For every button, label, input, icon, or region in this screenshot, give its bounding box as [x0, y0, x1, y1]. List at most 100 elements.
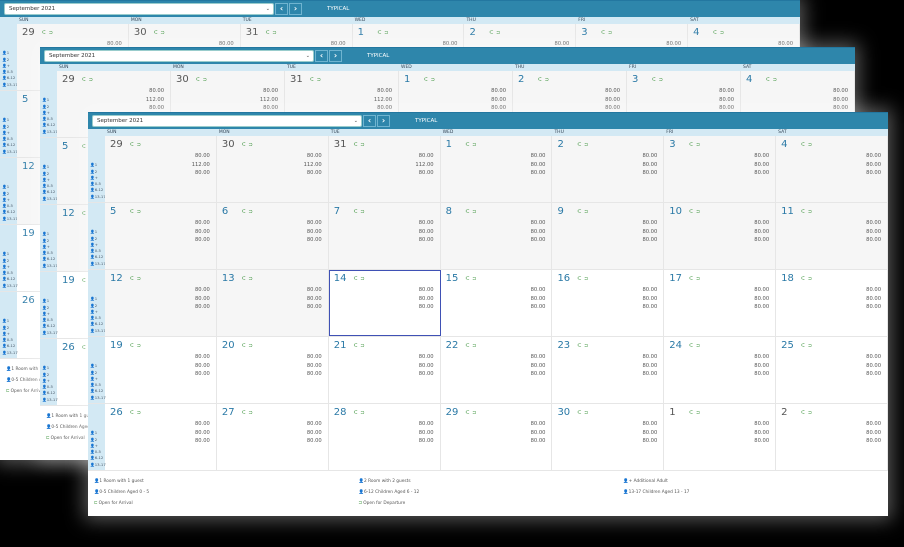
price: 80.00	[306, 237, 322, 243]
price: 80.00	[195, 295, 210, 302]
day-cell[interactable]: 17 ⮈ ⮊ 80.00 80.00 80.00	[664, 270, 777, 336]
next-month-button[interactable]: ›	[289, 3, 302, 15]
departure-icon: ⮊	[248, 208, 253, 215]
legend-text: Room with 1 guest	[15, 367, 56, 372]
day-cell[interactable]: 2 ⮈ ⮊ 80.00 80.00 80.00	[776, 404, 888, 470]
week-row: 👤1👤2👤+👤0-5👤6-12👤13-17 5 ⮈ ⮊ 80.00 80.00 80…	[88, 203, 888, 270]
departure-icon: ⮊	[472, 141, 477, 148]
day-cell[interactable]: 11 ⮈ ⮊ 80.00 80.00 80.00	[776, 203, 888, 269]
row-legend: 👤1 👤2 👤+ 👤0-5 👤6-12 👤13-17	[0, 158, 18, 224]
price: 80.00	[642, 371, 658, 377]
price: 80.00	[530, 237, 546, 243]
price: 80.00	[642, 237, 658, 243]
day-number: 19	[22, 228, 35, 239]
day-number: 2	[557, 139, 564, 150]
day-number: 31	[333, 139, 347, 150]
legend-icon: 👤0-5	[6, 378, 19, 383]
day-cell[interactable]: 12 ⮈ ⮊ 80.00 80.00 80.00	[105, 270, 217, 336]
day-cell[interactable]: 21 ⮈ ⮊ 80.00 80.00 80.00	[329, 337, 441, 403]
day-cell[interactable]: 13 ⮈ ⮊ 80.00 80.00 80.00	[216, 270, 329, 336]
price: 80.00	[642, 421, 658, 427]
price: 80.00	[719, 88, 734, 94]
price: 80.00	[754, 220, 770, 226]
arrival-icon: ⮈	[241, 141, 246, 148]
day-cell[interactable]: 1 ⮈ ⮊ 80.00 80.00 80.00	[664, 404, 777, 470]
guest-type-icon: 👤6-12	[90, 455, 104, 461]
day-cell[interactable]: 7 ⮈ ⮊ 80.00 80.00 80.00	[328, 203, 441, 269]
weekday-sat: SAT	[743, 65, 752, 70]
day-number: 9	[557, 206, 564, 217]
arrival-icon: ⮈	[465, 275, 470, 282]
day-cell[interactable]: 8 ⮈ ⮊ 80.00 80.00 80.00	[440, 203, 553, 269]
day-cell[interactable]: 1 ⮈ ⮊ 80.00 80.00 80.00	[440, 136, 553, 202]
month-select[interactable]: September 2021 ⌄	[44, 50, 314, 62]
day-cell[interactable]: 18 ⮈ ⮊ 80.00 80.00 80.00	[776, 270, 888, 336]
guest-type-icon: 👤+	[42, 243, 50, 249]
guest-type-icon: 👤0-5	[90, 248, 101, 254]
day-cell[interactable]: 31 ⮈ ⮊ 80.00 112.00 80.00	[328, 136, 441, 202]
price: 80.00	[866, 220, 882, 226]
day-number: 5	[62, 141, 69, 152]
calendar-window-front: September 2021 ⌄ ‹ › TYPICAL SUN MON TUE WED…	[88, 112, 888, 516]
departure-icon: ⮊	[430, 76, 435, 83]
month-select[interactable]: September 2021 ⌄	[92, 115, 362, 127]
typical-label[interactable]: TYPICAL	[415, 118, 438, 124]
day-cell[interactable]: 24 ⮈ ⮊ 80.00 80.00 80.00	[664, 337, 777, 403]
legend-item: ⮈ Open for Arrival	[6, 389, 271, 394]
day-cell[interactable]: 29 ⮈ ⮊ 80.00 80.00 80.00	[441, 404, 553, 470]
arrival-icon: ⮈	[601, 29, 606, 36]
departure-icon: ⮊	[696, 141, 700, 148]
guest-type-icon: 👤6-12	[90, 321, 104, 327]
day-cell[interactable]: 19 ⮈ ⮊ 80.00 80.00 80.00	[105, 337, 217, 403]
typical-label[interactable]: TYPICAL	[327, 6, 350, 12]
month-select[interactable]: September 2021 ⌄	[4, 3, 274, 15]
day-cell[interactable]: 26 ⮈ ⮊ 80.00 80.00 80.00	[105, 404, 217, 470]
day-cell[interactable]: 25 ⮈ ⮊ 80.00 80.00 80.00	[776, 337, 888, 403]
day-cell[interactable]: 29 ⮈ ⮊ 80.00 112.00 80.00	[105, 136, 217, 202]
price: 80.00	[418, 170, 434, 176]
day-cell[interactable]: 9 ⮈ ⮊ 80.00 80.00 80.00	[552, 203, 665, 269]
day-number: 4	[781, 139, 788, 150]
day-cell[interactable]: 14 ⮈ ⮊ 80.00 80.00 80.00	[328, 270, 441, 336]
day-cell[interactable]: 27 ⮈ ⮊ 80.00 80.00 80.00	[217, 404, 329, 470]
typical-label[interactable]: TYPICAL	[367, 53, 390, 59]
day-cell[interactable]: 30 ⮈ ⮊ 80.00 112.00 80.00	[216, 136, 329, 202]
prev-month-button[interactable]: ‹	[363, 115, 376, 127]
day-number: 26	[22, 295, 35, 306]
calendar-toolbar: September 2021 ⌄ ‹ › TYPICAL	[40, 47, 855, 64]
day-cell[interactable]: 6 ⮈ ⮊ 80.00 80.00 80.00	[216, 203, 329, 269]
day-cell[interactable]: 3 ⮈ ⮊ 80.00 80.00 80.00	[664, 136, 777, 202]
guest-type-icon: 👤13-17	[2, 81, 18, 87]
day-number: 25	[781, 340, 794, 351]
day-cell[interactable]: 22 ⮈ ⮊ 80.00 80.00 80.00	[441, 337, 553, 403]
arrival-icon: ⮈	[577, 275, 582, 282]
price: 80.00	[833, 96, 848, 103]
day-number: 3	[669, 139, 676, 150]
departure-icon: ⮊	[772, 76, 777, 83]
legend-text: Children Aged 6 - 12	[375, 490, 420, 495]
prev-month-button[interactable]: ‹	[315, 50, 328, 62]
day-cell[interactable]: 5 ⮈ ⮊ 80.00 80.00 80.00	[105, 203, 217, 269]
price: 80.00	[866, 421, 882, 427]
prev-month-button[interactable]: ‹	[275, 3, 288, 15]
day-cell[interactable]: 28 ⮈ ⮊ 80.00 80.00 80.00	[329, 404, 441, 470]
next-month-button[interactable]: ›	[377, 115, 390, 127]
price: 80.00	[263, 88, 278, 94]
price: 80.00	[195, 438, 210, 444]
day-number: 13	[221, 273, 235, 284]
day-cell[interactable]: 4 ⮈ ⮊ 80.00 80.00 80.00	[776, 136, 888, 202]
day-cell[interactable]: 30 ⮈ ⮊ 80.00 80.00 80.00	[552, 404, 665, 470]
price: 80.00	[754, 287, 770, 293]
next-month-button[interactable]: ›	[329, 50, 342, 62]
day-cell[interactable]: 23 ⮈ ⮊ 80.00 80.00 80.00	[552, 337, 665, 403]
day-cell[interactable]: 15 ⮈ ⮊ 80.00 80.00 80.00	[441, 270, 553, 336]
departure-icon: ⮊	[202, 76, 207, 83]
day-cell[interactable]: 10 ⮈ ⮊ 80.00 80.00 80.00	[664, 203, 777, 269]
day-cell[interactable]: 20 ⮈ ⮊ 80.00 80.00 80.00	[217, 337, 329, 403]
day-cell[interactable]: 2 ⮈ ⮊ 80.00 80.00 80.00	[552, 136, 665, 202]
day-cell[interactable]: 16 ⮈ ⮊ 80.00 80.00 80.00	[552, 270, 665, 336]
weekday-header: SUN MON TUE WED THU FRI SAT	[40, 64, 855, 71]
departure-icon: ⮊	[584, 141, 589, 148]
guest-type-icon: 👤1	[2, 184, 10, 190]
departure-icon: ⮊	[360, 342, 365, 349]
